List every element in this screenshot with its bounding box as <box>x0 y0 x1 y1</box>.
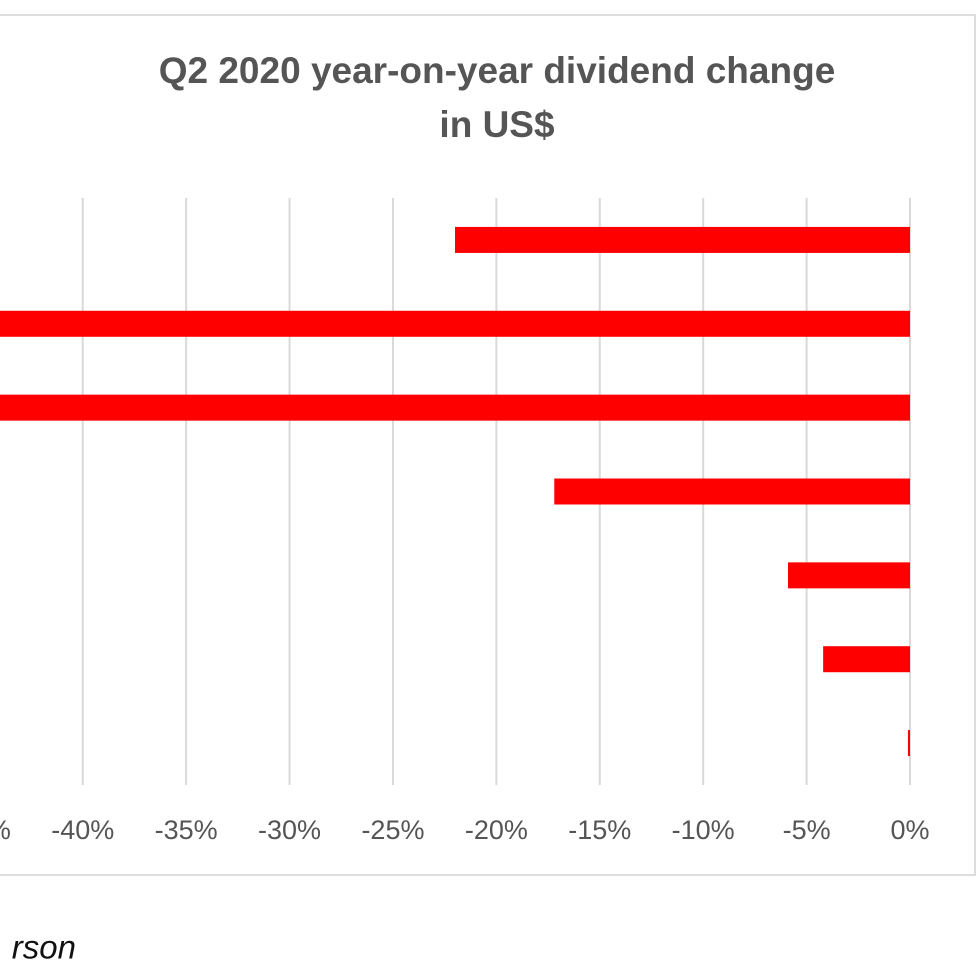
bar <box>823 646 910 673</box>
bar <box>907 730 910 757</box>
bar <box>0 394 911 421</box>
chart-frame <box>0 14 976 876</box>
x-tick-label: -20% <box>465 815 528 845</box>
x-tick-label: -40% <box>51 815 114 845</box>
source: rson <box>12 929 76 966</box>
x-tick-label: 0% <box>890 815 929 845</box>
bar <box>0 310 911 337</box>
bar <box>787 562 910 589</box>
x-tick-label: -35% <box>155 815 218 845</box>
x-tick-label: -15% <box>568 815 631 845</box>
x-tick-label: -30% <box>258 815 321 845</box>
x-tick-label: -10% <box>672 815 735 845</box>
chart-title: Q2 2020 year-on-year dividend change <box>159 50 836 91</box>
x-tick-label: -45% <box>0 815 11 845</box>
x-tick-label: -25% <box>361 815 424 845</box>
bar <box>455 226 910 253</box>
x-tick-label: -5% <box>783 815 831 845</box>
chart-title: in US$ <box>439 104 555 145</box>
bar <box>554 478 910 505</box>
